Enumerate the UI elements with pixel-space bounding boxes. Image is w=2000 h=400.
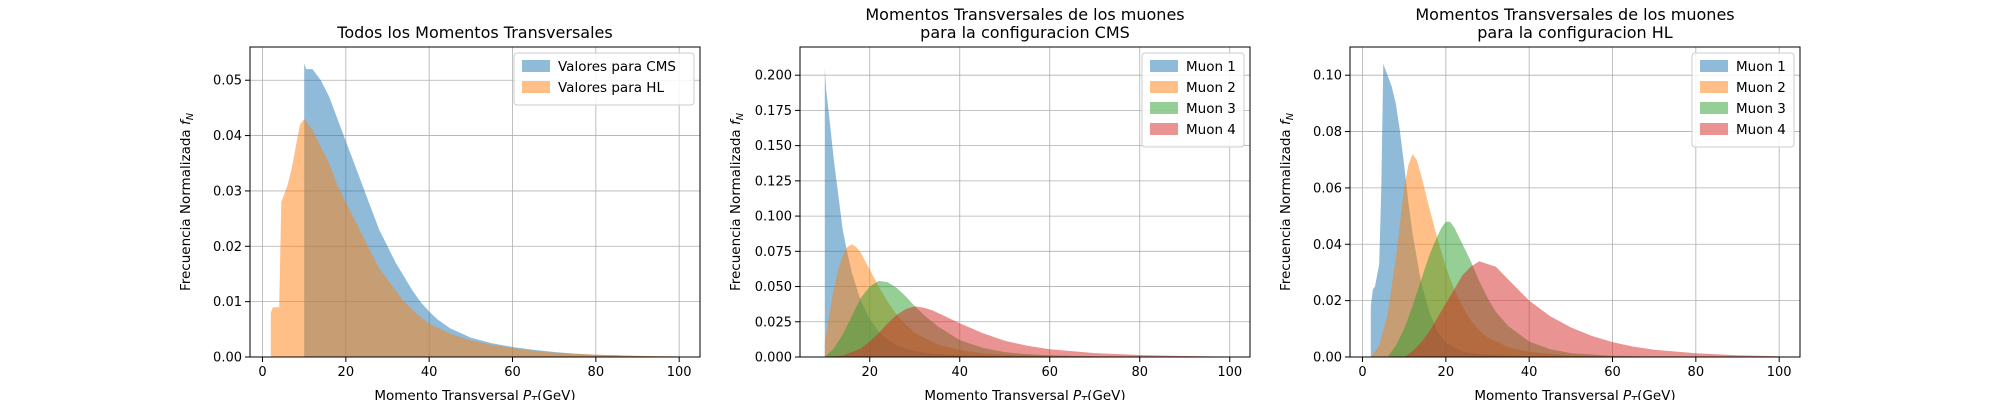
y-tick-label: 0.200 — [755, 69, 792, 84]
y-tick-label: 0.150 — [755, 139, 792, 154]
legend-swatch — [1150, 81, 1178, 93]
legend-label: Muon 2 — [1186, 80, 1236, 96]
y-tick-label: 0.100 — [755, 210, 792, 225]
x-tick-label: 60 — [1604, 365, 1621, 380]
legend-swatch — [1150, 123, 1178, 135]
y-tick-label: 0.05 — [213, 74, 242, 89]
x-tick-label: 40 — [1521, 365, 1538, 380]
x-tick-label: 20 — [338, 365, 355, 380]
legend-swatch — [1700, 81, 1728, 93]
series-area-4 — [824, 306, 1230, 357]
legend-label: Valores para CMS — [558, 59, 676, 75]
y-tick-label: 0.10 — [1313, 69, 1342, 84]
x-tick-label: 0 — [1358, 365, 1366, 380]
x-tick-label: 100 — [1217, 365, 1242, 380]
y-tick-label: 0.050 — [755, 280, 792, 295]
legend-swatch — [1150, 102, 1178, 114]
plot-frame — [1349, 46, 1801, 358]
legend-swatch — [522, 60, 550, 72]
chart-panel-2: 20 40 60 80 100 0.000 0.025 0.050 0.075 0.100 0.12… — [728, 5, 1251, 400]
series-area-4 — [1370, 261, 1780, 357]
x-tick-label: 20 — [1438, 365, 1455, 380]
y-tick-label: 0.02 — [213, 240, 242, 255]
plot-frame — [799, 46, 1251, 358]
chart-title: para la configuracion CMS — [920, 23, 1130, 42]
x-tick-label: 0 — [258, 365, 266, 380]
y-tick-label: 0.03 — [213, 184, 242, 199]
y-tick-label: 0.025 — [755, 315, 792, 330]
x-axis-label: Momento Transversal PT​(GeV) — [924, 388, 1125, 400]
legend-label: Muon 2 — [1736, 80, 1786, 96]
y-tick-label: 0.08 — [1313, 125, 1342, 140]
y-tick-label: 0.075 — [755, 245, 792, 260]
legend-label: Muon 3 — [1736, 101, 1786, 117]
y-tick-label: 0.04 — [213, 129, 242, 144]
plot-frame — [249, 46, 701, 358]
x-tick-label: 100 — [667, 365, 692, 380]
legend-box — [513, 52, 695, 106]
legend-label: Muon 4 — [1736, 122, 1786, 138]
y-tick-label: 0.00 — [213, 351, 242, 366]
legend-label: Valores para HL — [558, 80, 664, 96]
legend-label: Muon 1 — [1186, 59, 1236, 75]
y-tick-label: 0.00 — [1313, 351, 1342, 366]
legend-swatch — [522, 81, 550, 93]
x-tick-label: 60 — [1041, 365, 1058, 380]
series-area-2 — [270, 119, 680, 357]
series-area-1 — [304, 63, 680, 357]
x-tick-label: 40 — [421, 365, 438, 380]
x-axis-label: Momento Transversal PT​(GeV) — [1474, 388, 1675, 400]
y-axis-label: Frecuencia Normalizada fN​ — [178, 112, 196, 291]
y-tick-label: 0.125 — [755, 174, 792, 189]
x-tick-label: 100 — [1767, 365, 1792, 380]
x-tick-label: 20 — [861, 365, 878, 380]
y-tick-label: 0.04 — [1313, 238, 1342, 253]
chart-title: Todos los Momentos Transversales — [336, 23, 612, 42]
chart-panel-3: 0 20 40 60 80 100 0.00 0.02 0.04 0.06 0.08 0.10 Mome… — [1278, 5, 1801, 400]
x-tick-label: 40 — [951, 365, 968, 380]
y-tick-label: 0.000 — [755, 351, 792, 366]
x-tick-label: 80 — [1688, 365, 1705, 380]
legend-label: Muon 4 — [1186, 122, 1236, 138]
y-tick-label: 0.02 — [1313, 294, 1342, 309]
legend-swatch — [1700, 102, 1728, 114]
legend-swatch — [1700, 123, 1728, 135]
legend-label: Muon 1 — [1736, 59, 1786, 75]
x-tick-label: 60 — [504, 365, 521, 380]
chart-title: Momentos Transversales de los muones — [865, 5, 1184, 24]
chart-panel-1: 0 20 40 60 80 100 0.00 0.01 0.02 0.03 0.04 0.05 Mome… — [178, 23, 701, 400]
y-tick-label: 0.175 — [755, 104, 792, 119]
legend-swatch — [1150, 60, 1178, 72]
x-tick-label: 80 — [1131, 365, 1148, 380]
y-axis-label: Frecuencia Normalizada fN​ — [728, 112, 746, 291]
y-tick-label: 0.06 — [1313, 181, 1342, 196]
y-tick-label: 0.01 — [213, 295, 242, 310]
x-axis-label: Momento Transversal PT​(GeV) — [374, 388, 575, 400]
chart-title: para la configuracion HL — [1477, 23, 1673, 42]
x-tick-label: 80 — [588, 365, 605, 380]
legend-swatch — [1700, 60, 1728, 72]
legend-label: Muon 3 — [1186, 101, 1236, 117]
y-axis-label: Frecuencia Normalizada fN​ — [1278, 112, 1296, 291]
chart-title: Momentos Transversales de los muones — [1415, 5, 1734, 24]
